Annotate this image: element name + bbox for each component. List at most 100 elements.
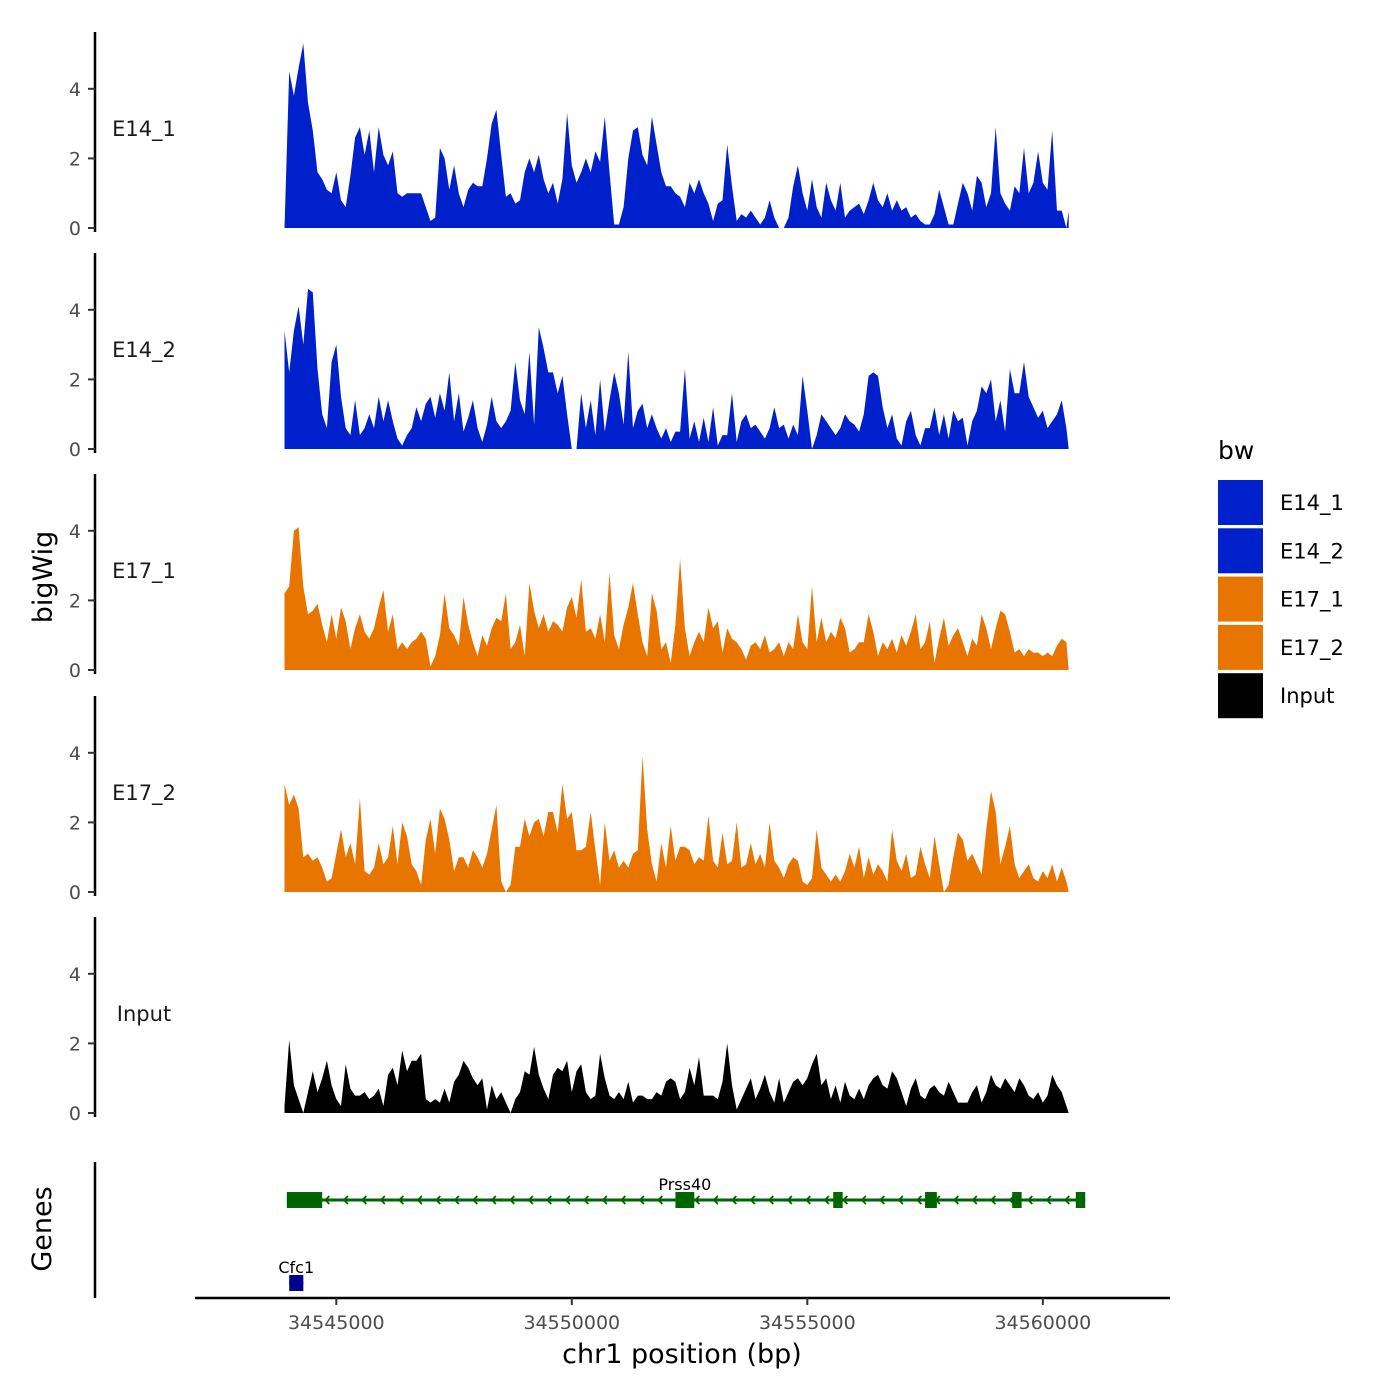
track-label: E17_1 xyxy=(112,559,176,584)
y-tick-label: 4 xyxy=(69,964,81,986)
strand-arrow xyxy=(324,1195,330,1205)
strand-arrow xyxy=(490,1195,497,1205)
strand-arrow xyxy=(472,1195,478,1205)
strand-arrow xyxy=(564,1195,571,1205)
legend-swatch xyxy=(1218,673,1263,719)
genes-panel: Genes Prss40 Cfc1 xyxy=(27,1162,1086,1298)
strand-arrow xyxy=(546,1195,552,1205)
legend-swatch xyxy=(1218,576,1263,622)
legend-swatch xyxy=(1218,480,1263,525)
x-tick-label: 34555000 xyxy=(759,1312,856,1334)
y-tick-label: 4 xyxy=(69,521,81,543)
strand-arrow xyxy=(916,1195,922,1205)
gene-label: Prss40 xyxy=(658,1175,711,1194)
legend-label: E14_2 xyxy=(1280,539,1344,564)
legend-item-e14_2: E14_2 xyxy=(1218,528,1344,574)
strand-arrow xyxy=(694,1195,700,1205)
gene-cfc1: Cfc1 xyxy=(278,1258,314,1291)
signal-area-e14_1 xyxy=(284,43,1069,228)
legend-item-e17_2: E17_2 xyxy=(1218,624,1344,670)
strand-arrow xyxy=(527,1195,534,1205)
x-axis-ticks: 34545000 34550000 34555000 34560000 xyxy=(288,1298,1091,1334)
track-e17_2: 0 2 4 E17_2 xyxy=(69,696,1069,904)
legend-item-e17_1: E17_1 xyxy=(1218,576,1344,622)
track-label: E14_2 xyxy=(112,338,176,363)
y-tick-label: 2 xyxy=(69,148,81,170)
gene-exon xyxy=(286,1192,323,1208)
gene-models: Prss40 Cfc1 xyxy=(278,1175,1086,1291)
strand-arrow xyxy=(712,1195,719,1205)
gene-prss40: Prss40 xyxy=(286,1175,1086,1208)
track-e14_2: 0 2 4 E14_2 xyxy=(69,253,1069,461)
gene-exon xyxy=(833,1192,843,1208)
gene-label: Cfc1 xyxy=(278,1258,314,1277)
strand-arrow xyxy=(879,1195,885,1205)
x-axis: 34545000 34550000 34555000 34560000 chr1 po… xyxy=(195,1296,1170,1370)
strand-arrow xyxy=(583,1195,589,1205)
strand-arrow xyxy=(786,1195,793,1205)
y-tick-label: 0 xyxy=(69,660,81,682)
y-tick-label: 4 xyxy=(69,743,81,765)
gene-exon xyxy=(289,1275,304,1291)
x-axis-title: chr1 position (bp) xyxy=(562,1339,802,1370)
strand-arrow xyxy=(823,1195,830,1205)
strand-arrow xyxy=(398,1195,404,1205)
track-e17_1: 0 2 4 E17_1 xyxy=(69,474,1069,682)
x-tick-label: 34560000 xyxy=(994,1312,1091,1334)
strand-arrow xyxy=(860,1195,867,1205)
y-tick-label: 0 xyxy=(69,1103,81,1125)
gene-exon xyxy=(925,1192,937,1208)
track-label: E14_1 xyxy=(112,117,176,142)
strand-arrow xyxy=(435,1195,441,1205)
strand-arrow xyxy=(657,1195,663,1205)
strand-arrow xyxy=(805,1195,811,1205)
signal-area-e17_2 xyxy=(284,756,1069,892)
legend-label: E17_1 xyxy=(1280,588,1344,613)
gene-exon xyxy=(1075,1192,1086,1208)
y-tick-label: 2 xyxy=(69,1033,81,1055)
strand-arrow xyxy=(842,1195,848,1205)
strand-arrow xyxy=(1064,1195,1070,1205)
signal-area-e14_2 xyxy=(284,288,1069,449)
legend-title: bw xyxy=(1218,436,1254,465)
y-axis-title: bigWig xyxy=(28,531,59,624)
strand-arrow xyxy=(897,1195,904,1205)
gene-exon xyxy=(1012,1192,1022,1208)
strand-arrow xyxy=(953,1195,959,1205)
x-tick-label: 34550000 xyxy=(523,1312,620,1334)
legend-label: E17_2 xyxy=(1280,636,1344,661)
y-tick-label: 2 xyxy=(69,812,81,834)
strand-arrow xyxy=(749,1195,756,1205)
legend-item-e14_1: E14_1 xyxy=(1218,480,1344,525)
strand-arrow xyxy=(620,1195,626,1205)
strand-arrow xyxy=(1045,1195,1052,1205)
strand-arrow xyxy=(453,1195,460,1205)
x-tick-label: 34545000 xyxy=(288,1312,385,1334)
strand-arrow xyxy=(731,1195,737,1205)
strand-arrow xyxy=(768,1195,774,1205)
y-tick-label: 4 xyxy=(69,79,81,101)
legend-items: E14_1 E14_2 E17_1 E17_2 Input xyxy=(1218,480,1344,719)
legend-swatch xyxy=(1218,528,1263,574)
strand-arrow xyxy=(638,1195,645,1205)
legend-label: E14_1 xyxy=(1280,491,1344,516)
track-label: Input xyxy=(117,1002,171,1026)
legend: bw E14_1 E14_2 E17_1 E17_2 Input xyxy=(1218,436,1344,719)
strand-arrow xyxy=(379,1195,386,1205)
legend-label: Input xyxy=(1280,684,1334,708)
strand-arrow xyxy=(601,1195,608,1205)
gene-exon xyxy=(675,1192,695,1208)
signal-tracks: 0 2 4 E14_1 0 2 4 E14_2 0 2 4 E17_1 0 2 4 E17_2 0 2 4 Input xyxy=(69,32,1069,1125)
strand-arrow xyxy=(971,1195,978,1205)
strand-arrow xyxy=(361,1195,367,1205)
strand-arrow xyxy=(509,1195,515,1205)
y-tick-label: 0 xyxy=(69,882,81,904)
legend-swatch xyxy=(1218,624,1263,670)
strand-arrow xyxy=(416,1195,423,1205)
strand-arrow xyxy=(1027,1195,1033,1205)
y-tick-label: 2 xyxy=(69,590,81,612)
track-label: E17_2 xyxy=(112,781,176,806)
y-tick-label: 2 xyxy=(69,369,81,391)
y-tick-label: 0 xyxy=(69,439,81,461)
